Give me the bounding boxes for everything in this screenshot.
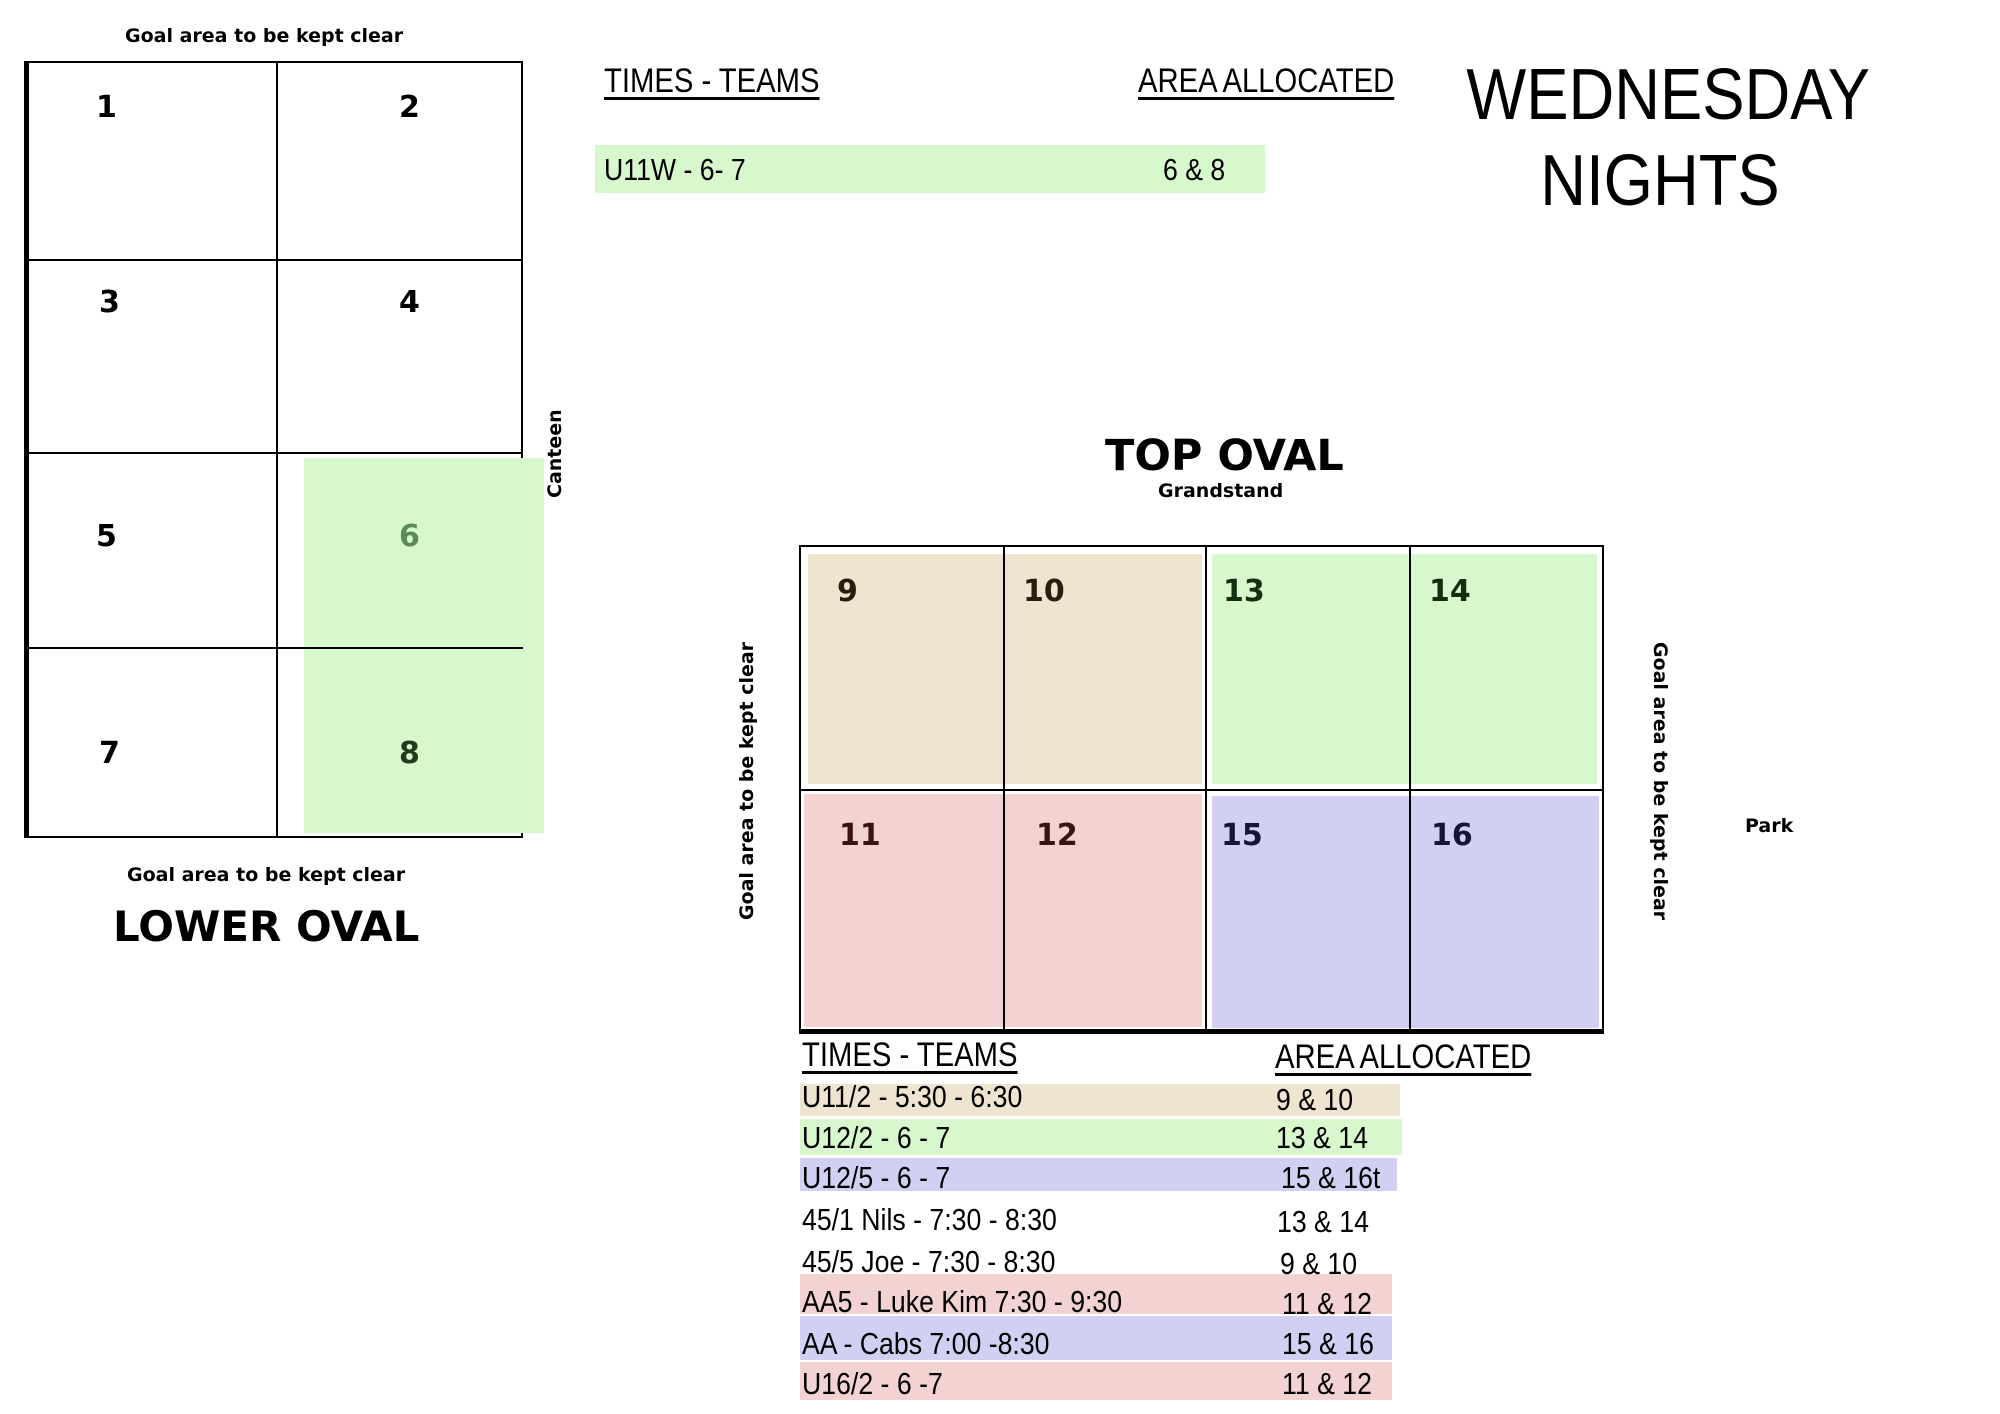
lower-cell-7: 7 (99, 736, 120, 771)
lower-cell-5: 5 (96, 519, 117, 554)
lower-oval-grid: 1 2 3 4 5 6 7 8 (24, 61, 544, 838)
lower-cell-4: 4 (399, 285, 420, 320)
cell-6-highlight (304, 458, 544, 648)
row-band-8 (800, 1362, 1392, 1400)
lower-bottom-goal-note: Goal area to be kept clear (127, 864, 406, 886)
top-row-7-area: 15 & 16 (1282, 1326, 1374, 1361)
lower-top-goal-note: Goal area to be kept clear (125, 25, 404, 47)
lower-row-band (595, 145, 1265, 193)
canteen-label: Canteen (544, 409, 566, 498)
top-row-4-team: 45/1 Nils - 7:30 - 8:30 (802, 1202, 1057, 1237)
lower-row-team: U11W - 6- 7 (604, 152, 746, 187)
top-row-4-area: 13 & 14 (1277, 1204, 1369, 1239)
top-row-8-area: 11 & 12 (1282, 1366, 1372, 1401)
lower-oval-name: LOWER OVAL (113, 902, 420, 951)
top-row-1-team: U11/2 - 5:30 - 6:30 (802, 1079, 1023, 1114)
lower-cell-3: 3 (99, 285, 120, 320)
row-band-7 (800, 1316, 1392, 1360)
lower-cell-6: 6 (399, 519, 420, 554)
top-cell-9: 9 (837, 574, 858, 609)
top-cell-14: 14 (1429, 574, 1471, 609)
top-times-header: TIMES - TEAMS (802, 1036, 1018, 1074)
lower-times-header: TIMES - TEAMS (604, 62, 820, 100)
top-right-goal-note: Goal area to be kept clear (1649, 641, 1671, 921)
top-row-2-team: U12/2 - 6 - 7 (802, 1120, 951, 1155)
lower-cell-8: 8 (399, 736, 420, 771)
top-area-header: AREA ALLOCATED (1275, 1038, 1532, 1076)
top-cell-16: 16 (1431, 818, 1473, 853)
lower-cell-2: 2 (399, 90, 420, 125)
row-band-2 (800, 1119, 1402, 1155)
title-line-1: WEDNESDAY (1466, 55, 1871, 135)
top-oval-grid: 9 10 13 14 11 12 15 16 (799, 545, 1604, 1034)
top-cell-10: 10 (1023, 574, 1065, 609)
cell-8-highlight (304, 648, 544, 833)
cells-15-16-fill (1212, 796, 1599, 1028)
top-row-5-area: 9 & 10 (1280, 1246, 1358, 1281)
top-row-5-team: 45/5 Joe - 7:30 - 8:30 (802, 1244, 1056, 1279)
grandstand-label: Grandstand (1158, 480, 1284, 502)
lower-cell-1: 1 (96, 90, 117, 125)
title-line-2: NIGHTS (1540, 141, 1780, 221)
top-row-6-team: AA5 - Luke Kim 7:30 - 9:30 (802, 1284, 1123, 1319)
top-row-3-area: 15 & 16t (1281, 1160, 1381, 1195)
park-label: Park (1745, 815, 1794, 837)
top-cell-11: 11 (839, 818, 881, 853)
row-band-3 (800, 1158, 1397, 1191)
top-cell-13: 13 (1223, 574, 1265, 609)
top-row-6-area: 11 & 12 (1282, 1286, 1372, 1321)
cells-13-14-fill (1212, 554, 1597, 784)
top-cell-15: 15 (1221, 818, 1263, 853)
lower-row-area: 6 & 8 (1163, 152, 1226, 187)
top-row-2-area: 13 & 14 (1276, 1120, 1368, 1155)
row-band-6 (800, 1274, 1392, 1314)
top-row-8-team: U16/2 - 6 -7 (802, 1366, 943, 1401)
top-row-3-team: U12/5 - 6 - 7 (802, 1160, 951, 1195)
lower-area-header: AREA ALLOCATED (1138, 62, 1395, 100)
cells-9-10-fill (808, 554, 1202, 784)
page-title: WEDNESDAY NIGHTS (1440, 52, 1880, 224)
top-oval-name: TOP OVAL (1105, 431, 1344, 481)
top-left-goal-note: Goal area to be kept clear (736, 641, 758, 921)
top-row-1-area: 9 & 10 (1276, 1082, 1354, 1117)
top-cell-12: 12 (1036, 818, 1078, 853)
top-row-7-team: AA - Cabs 7:00 -8:30 (802, 1326, 1050, 1361)
row-band-1 (800, 1084, 1400, 1116)
